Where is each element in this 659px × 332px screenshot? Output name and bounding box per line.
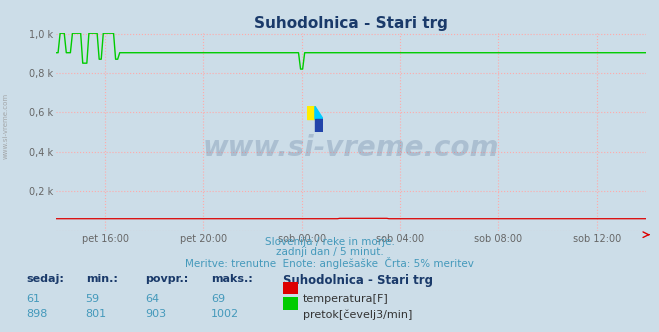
Text: povpr.:: povpr.: <box>145 274 188 284</box>
Text: www.si-vreme.com: www.si-vreme.com <box>2 93 9 159</box>
Text: 61: 61 <box>26 294 40 304</box>
Text: pretok[čevelj3/min]: pretok[čevelj3/min] <box>303 309 413 320</box>
Polygon shape <box>315 119 323 132</box>
Text: min.:: min.: <box>86 274 117 284</box>
Text: 59: 59 <box>86 294 100 304</box>
Text: temperatura[F]: temperatura[F] <box>303 294 389 304</box>
Polygon shape <box>315 106 323 119</box>
Text: 64: 64 <box>145 294 159 304</box>
Polygon shape <box>306 106 315 119</box>
Text: 903: 903 <box>145 309 166 319</box>
Title: Suhodolnica - Stari trg: Suhodolnica - Stari trg <box>254 16 448 31</box>
Text: Suhodolnica - Stari trg: Suhodolnica - Stari trg <box>283 274 434 287</box>
Text: maks.:: maks.: <box>211 274 252 284</box>
Text: 898: 898 <box>26 309 47 319</box>
Text: 801: 801 <box>86 309 107 319</box>
Text: zadnji dan / 5 minut.: zadnji dan / 5 minut. <box>275 247 384 257</box>
Text: Slovenija / reke in morje.: Slovenija / reke in morje. <box>264 237 395 247</box>
Text: 1002: 1002 <box>211 309 239 319</box>
Text: sedaj:: sedaj: <box>26 274 64 284</box>
Text: www.si-vreme.com: www.si-vreme.com <box>203 134 499 162</box>
Text: 69: 69 <box>211 294 225 304</box>
Text: Meritve: trenutne  Enote: anglešaške  Črta: 5% meritev: Meritve: trenutne Enote: anglešaške Črta… <box>185 257 474 269</box>
